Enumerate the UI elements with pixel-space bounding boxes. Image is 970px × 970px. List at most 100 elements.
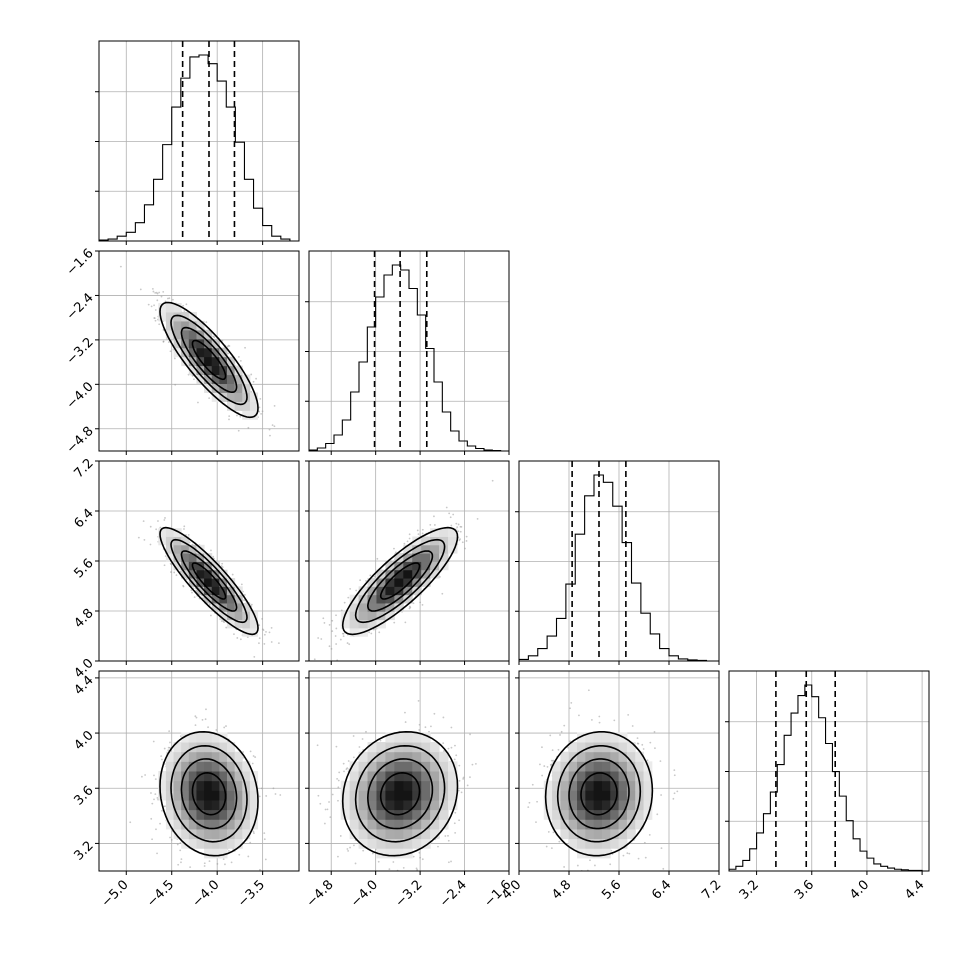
sample-point: [162, 290, 165, 293]
sample-point: [141, 775, 143, 778]
density-cell: [211, 732, 220, 743]
density-cell: [196, 553, 205, 562]
density-cell: [242, 809, 251, 820]
density-cell: [448, 799, 458, 811]
sample-point: [173, 571, 176, 574]
sample-point: [546, 765, 549, 768]
density-cell: [158, 771, 167, 782]
density-cell: [618, 771, 628, 782]
density-cell: [385, 848, 395, 859]
density-cell: [394, 742, 404, 753]
sample-point: [631, 725, 634, 727]
density-cell: [376, 771, 386, 782]
density-cell: [585, 809, 595, 820]
density-cell: [349, 819, 360, 830]
density-cell: [188, 771, 197, 782]
density-cell: [349, 780, 360, 791]
density-cell: [543, 780, 553, 791]
density-cell: [367, 819, 377, 830]
sample-point: [421, 532, 424, 535]
sample-point: [261, 628, 264, 631]
sample-point: [433, 524, 436, 526]
density-cell: [394, 848, 404, 859]
density-cell: [219, 611, 228, 621]
sample-point: [193, 378, 195, 381]
scatter-panel-2-1: [95, 250, 300, 455]
density-cell: [340, 790, 351, 801]
density-cell: [204, 383, 213, 393]
density-cell: [234, 819, 243, 830]
density-contours: [159, 526, 259, 636]
density-cell: [394, 751, 404, 762]
sample-point: [163, 747, 166, 750]
density-cell: [211, 848, 220, 859]
density-cell: [403, 828, 413, 840]
sample-point: [404, 711, 406, 714]
sample-point: [243, 879, 245, 881]
sample-point: [662, 867, 665, 870]
density-cell: [181, 819, 190, 830]
contour-level-2: [366, 550, 434, 612]
sample-point: [455, 522, 458, 525]
sample-point: [226, 345, 229, 348]
density-cell: [412, 544, 422, 554]
sample-point: [260, 412, 263, 415]
sample-point: [418, 729, 421, 731]
sample-point: [240, 583, 243, 586]
sample-point: [227, 352, 230, 355]
density-cell: [403, 790, 413, 801]
sample-point: [462, 776, 465, 779]
density-cell: [234, 761, 243, 772]
contour-level-2: [568, 758, 630, 830]
sample-point: [224, 863, 226, 866]
density-cells: [158, 528, 259, 637]
density-cell: [181, 751, 190, 762]
sample-point: [598, 715, 601, 718]
density-cell: [385, 761, 395, 772]
sample-point: [465, 540, 468, 542]
density-cell: [439, 809, 449, 820]
sample-point: [179, 849, 182, 852]
sample-point: [230, 861, 233, 864]
density-cell: [367, 751, 377, 762]
density-cell: [211, 594, 220, 604]
density-cell: [181, 809, 190, 820]
density-cell: [173, 828, 182, 840]
sample-point: [404, 721, 407, 723]
density-cell: [196, 320, 205, 331]
density-cell: [421, 578, 431, 587]
sample-point: [379, 739, 382, 742]
panel-frame: [98, 40, 300, 242]
y-tick-label: 4.4: [71, 673, 96, 698]
density-cell: [358, 771, 369, 782]
density-cell: [421, 799, 431, 811]
density-cell: [227, 602, 236, 612]
contour-level-1: [191, 562, 227, 600]
density-cell: [188, 347, 197, 358]
x-tick-label: −3.2: [393, 877, 426, 910]
density-cell: [394, 586, 404, 596]
density-cell: [196, 838, 205, 849]
density-cell: [234, 809, 243, 820]
sample-point: [329, 816, 332, 819]
sample-point: [336, 777, 339, 780]
density-cell: [618, 751, 628, 762]
sample-point: [458, 764, 461, 767]
density-cell: [568, 761, 578, 772]
density-cell: [181, 828, 190, 840]
panel-frame: [98, 250, 300, 452]
sample-point: [536, 800, 538, 803]
sample-point: [421, 603, 424, 606]
density-cell: [219, 742, 228, 753]
scatter-panel-4-1: [95, 670, 300, 881]
density-cell: [610, 742, 620, 753]
density-cell: [367, 761, 377, 772]
sample-point: [330, 648, 333, 650]
density-cell: [173, 553, 182, 562]
density-cell: [349, 611, 360, 621]
sample-point: [170, 571, 172, 573]
density-cell: [181, 536, 190, 546]
density-cell: [448, 536, 458, 546]
density-cell: [249, 619, 259, 629]
density-cell: [204, 761, 213, 772]
